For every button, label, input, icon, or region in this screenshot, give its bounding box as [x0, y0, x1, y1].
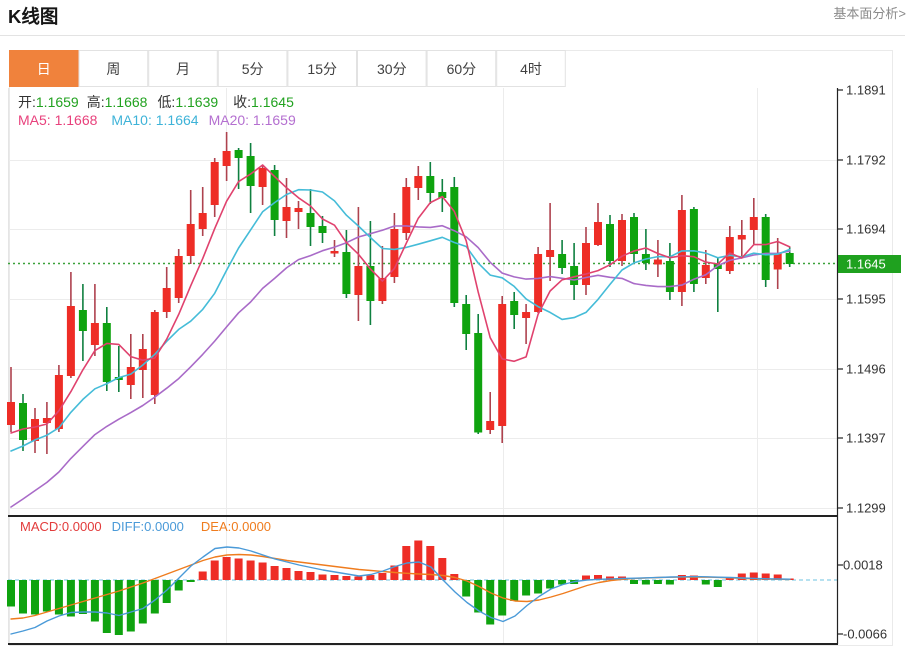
- svg-text:1.1891: 1.1891: [846, 83, 886, 98]
- svg-text:-0.0066: -0.0066: [843, 627, 887, 642]
- svg-text:K线图: K线图: [8, 6, 58, 27]
- svg-text:5分: 5分: [242, 61, 264, 77]
- svg-text:日: 日: [37, 61, 51, 77]
- svg-text:4时: 4时: [520, 61, 542, 77]
- svg-text:月: 月: [176, 61, 190, 77]
- svg-text:1.1397: 1.1397: [846, 431, 886, 446]
- svg-text:1.1645: 1.1645: [846, 257, 886, 272]
- svg-text:1.1496: 1.1496: [846, 362, 886, 377]
- svg-text:基本面分析>: 基本面分析>: [833, 6, 906, 21]
- svg-text:周: 周: [106, 61, 120, 77]
- svg-text:1.1595: 1.1595: [846, 292, 886, 307]
- svg-text:15分: 15分: [307, 61, 337, 77]
- svg-text:0.0018: 0.0018: [843, 558, 883, 573]
- svg-text:1.1694: 1.1694: [846, 222, 886, 237]
- svg-text:1.1299: 1.1299: [846, 501, 886, 516]
- svg-text:30分: 30分: [377, 61, 407, 77]
- svg-text:60分: 60分: [447, 61, 477, 77]
- svg-text:1.1792: 1.1792: [846, 153, 886, 168]
